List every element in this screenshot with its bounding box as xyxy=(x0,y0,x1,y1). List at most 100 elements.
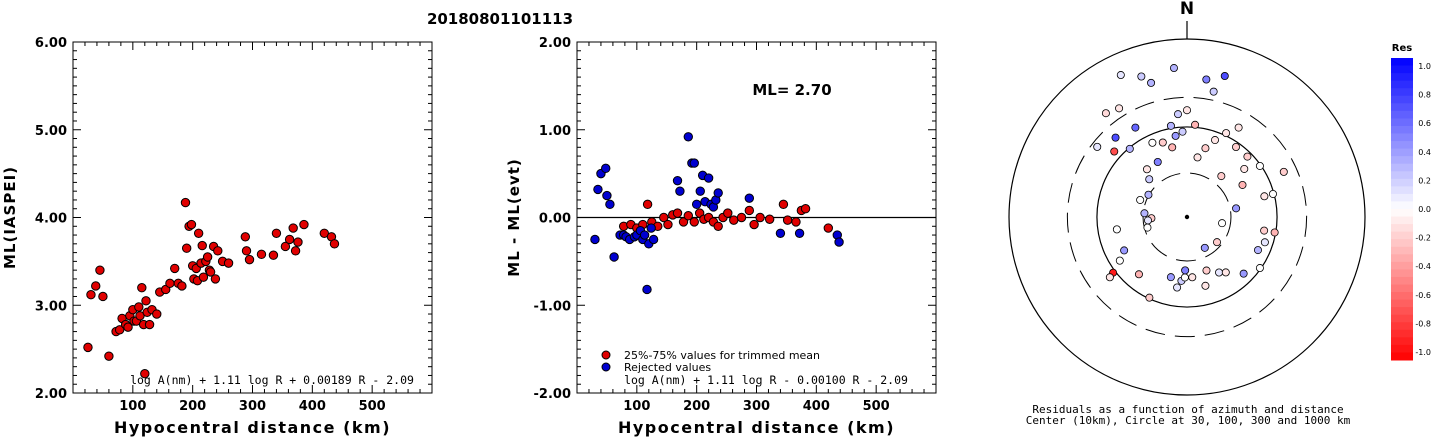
colorbar-segment xyxy=(1391,73,1413,82)
x-axis-label: Hypocentral distance (km) xyxy=(618,418,895,437)
colorbar-tick-label: 0.6 xyxy=(1418,119,1431,128)
data-point xyxy=(134,302,144,312)
data-point xyxy=(186,219,197,230)
colorbar-segment xyxy=(1391,80,1413,89)
station-point xyxy=(1125,144,1134,153)
data-point xyxy=(181,243,192,253)
x-tick-label: 400 xyxy=(803,399,830,414)
station-point xyxy=(1131,123,1140,132)
station-point xyxy=(1115,104,1124,113)
colorbar-segment xyxy=(1391,216,1413,225)
accepted-point xyxy=(678,217,689,227)
station-point xyxy=(1169,64,1178,73)
data-point xyxy=(299,219,309,230)
legend-accepted-marker xyxy=(601,350,611,360)
data-point xyxy=(288,223,298,233)
colorbar-tick-label: 0.4 xyxy=(1418,148,1431,157)
station-point xyxy=(1201,144,1210,153)
center-marker xyxy=(1184,214,1190,220)
station-point xyxy=(1270,228,1279,237)
station-point xyxy=(1240,164,1249,173)
colorbar-segment xyxy=(1391,254,1413,263)
station-point xyxy=(1202,75,1211,84)
colorbar-segment xyxy=(1391,58,1413,67)
station-point xyxy=(1168,143,1177,152)
legend-accepted-label: 25%-75% values for trimmed mean xyxy=(624,349,820,362)
station-point xyxy=(1217,172,1226,181)
station-point xyxy=(1200,243,1209,252)
colorbar-tick-label: -1.0 xyxy=(1415,348,1431,357)
station-point xyxy=(1218,219,1227,228)
station-point xyxy=(1143,216,1152,225)
colorbar-segment xyxy=(1391,103,1413,112)
colorbar-segment xyxy=(1391,125,1413,134)
data-point xyxy=(141,296,151,306)
x-tick-label: 100 xyxy=(623,399,650,414)
rejected-point xyxy=(648,234,659,245)
data-point xyxy=(329,239,340,249)
station-point xyxy=(1209,87,1218,96)
colorbar-segment xyxy=(1391,329,1413,338)
colorbar-segment xyxy=(1391,337,1413,346)
rejected-point xyxy=(593,184,603,195)
station-point xyxy=(1171,131,1180,140)
data-point xyxy=(95,265,105,275)
rejected-point xyxy=(590,234,600,245)
y-tick-label: 1.00 xyxy=(539,124,571,139)
station-point xyxy=(1136,195,1145,204)
station-point xyxy=(1140,209,1149,218)
x-tick-label: 300 xyxy=(743,399,770,414)
legend-rejected-marker xyxy=(601,362,611,372)
colorbar-segment xyxy=(1391,193,1413,202)
station-point xyxy=(1202,266,1211,275)
station-point xyxy=(1212,238,1221,247)
colorbar-segment xyxy=(1391,156,1413,165)
station-point xyxy=(1193,153,1202,162)
x-tick-label: 500 xyxy=(863,399,890,414)
station-point xyxy=(1201,281,1210,290)
station-point xyxy=(1166,273,1175,282)
colorbar-tick-label: 1.0 xyxy=(1418,62,1431,71)
accepted-point xyxy=(723,208,733,218)
data-point xyxy=(280,241,291,252)
station-point xyxy=(1137,72,1146,81)
accepted-point xyxy=(713,221,723,231)
station-point xyxy=(1147,78,1156,87)
accepted-point xyxy=(642,199,653,210)
accepted-point xyxy=(744,205,755,216)
rejected-point xyxy=(713,188,723,198)
colorbar-segment xyxy=(1391,352,1413,361)
data-point xyxy=(197,240,207,251)
station-point xyxy=(1144,190,1153,199)
data-point xyxy=(98,291,108,302)
data-point xyxy=(91,281,101,291)
colorbar-segment xyxy=(1391,284,1413,293)
y-tick-label: 3.00 xyxy=(35,299,67,314)
colorbar-tick-label: 0.8 xyxy=(1418,91,1431,100)
data-point xyxy=(165,278,175,289)
data-point xyxy=(244,254,255,265)
station-point xyxy=(1142,165,1151,174)
rejected-point xyxy=(834,237,844,247)
data-point xyxy=(193,228,204,238)
station-point xyxy=(1222,129,1231,138)
rejected-point xyxy=(672,175,683,186)
rejected-point xyxy=(601,163,611,174)
polar-plot: N Residuals as a function of azimuth and … xyxy=(1008,0,1366,427)
colorbar-segment xyxy=(1391,261,1413,270)
station-point xyxy=(1260,192,1269,201)
station-point xyxy=(1153,157,1162,166)
colorbar-segment xyxy=(1391,344,1413,353)
y-tick-label: 4.00 xyxy=(35,212,67,227)
station-point xyxy=(1120,246,1129,255)
accepted-point xyxy=(749,219,759,230)
colorbar-segment xyxy=(1391,133,1413,142)
station-point xyxy=(1239,269,1248,278)
station-point xyxy=(1211,136,1220,145)
colorbar-tick-label: 0.0 xyxy=(1418,205,1431,214)
circle-300km xyxy=(1066,96,1308,338)
circle-100km xyxy=(1096,126,1278,308)
station-point xyxy=(1188,273,1197,282)
y-tick-label: -2.00 xyxy=(534,387,571,402)
colorbar-segment xyxy=(1391,163,1413,172)
